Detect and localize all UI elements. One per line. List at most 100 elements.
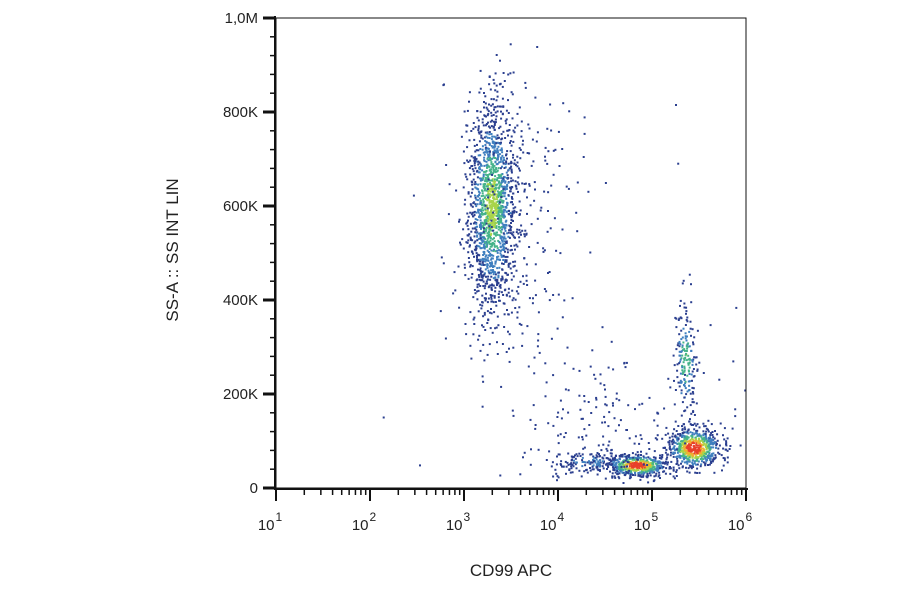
data-point (512, 156, 514, 159)
data-point (482, 275, 485, 277)
data-point (640, 467, 643, 470)
data-point (684, 440, 687, 443)
data-point (589, 365, 592, 368)
data-point (512, 275, 515, 278)
data-point (709, 461, 712, 464)
data-point (481, 148, 484, 151)
data-point (512, 220, 514, 222)
data-point (483, 287, 486, 290)
data-point (676, 439, 679, 442)
data-point (615, 397, 618, 400)
data-point (691, 363, 694, 366)
data-point (494, 273, 497, 276)
data-point (480, 307, 483, 310)
data-point (470, 204, 473, 207)
data-point (501, 277, 504, 280)
data-point (504, 181, 507, 184)
data-point (472, 156, 475, 159)
data-point (682, 449, 685, 452)
data-point (496, 105, 499, 108)
data-point (647, 461, 650, 464)
data-point (637, 474, 640, 477)
data-point (486, 322, 489, 324)
data-point (600, 449, 603, 452)
data-point (658, 460, 661, 463)
data-point (506, 183, 509, 186)
data-point (501, 212, 504, 215)
data-point (483, 272, 486, 275)
data-point (704, 438, 706, 440)
data-point (678, 454, 681, 457)
data-point (544, 155, 546, 158)
data-point (673, 477, 676, 480)
data-point (483, 258, 486, 261)
data-point (467, 257, 470, 259)
data-point (491, 135, 494, 138)
data-point (672, 475, 675, 478)
data-point (484, 329, 487, 331)
data-point (641, 402, 644, 405)
data-point (565, 465, 568, 468)
data-point (484, 241, 486, 244)
data-point (488, 343, 491, 346)
data-point (682, 453, 685, 455)
data-point (636, 451, 639, 454)
data-point (483, 252, 486, 255)
data-point (492, 284, 495, 287)
data-point (668, 439, 671, 442)
data-point (689, 404, 692, 407)
data-point (488, 212, 491, 215)
data-point (490, 194, 493, 197)
data-point (516, 181, 519, 184)
data-point (483, 245, 486, 248)
data-point (613, 460, 616, 463)
data-point (524, 229, 527, 232)
data-point (473, 164, 476, 167)
data-point (691, 431, 694, 434)
data-point (510, 311, 513, 314)
data-point (679, 379, 682, 382)
data-point (496, 267, 499, 270)
data-point (458, 306, 461, 309)
data-point (487, 147, 490, 150)
data-point (511, 117, 514, 120)
data-point (490, 296, 493, 299)
data-point (519, 231, 522, 234)
data-point (682, 434, 685, 437)
data-point (488, 223, 490, 226)
data-point (494, 262, 497, 265)
data-point (650, 464, 653, 467)
data-point (485, 170, 488, 172)
data-point (677, 381, 680, 384)
data-point (675, 430, 678, 432)
data-point (500, 177, 503, 180)
data-point (500, 214, 503, 217)
data-point (523, 235, 526, 238)
data-point (502, 263, 505, 265)
data-point (644, 464, 647, 467)
data-point (476, 283, 479, 286)
data-point (598, 453, 600, 456)
data-point (714, 454, 717, 457)
data-point (709, 458, 711, 461)
data-point (498, 225, 500, 228)
data-point (494, 111, 497, 114)
data-point (691, 370, 694, 373)
data-point (490, 138, 493, 141)
data-point (693, 414, 696, 416)
data-point (708, 438, 710, 441)
data-point (493, 144, 496, 147)
data-point (469, 238, 472, 240)
data-point (502, 159, 505, 162)
data-point (684, 451, 687, 454)
data-point (652, 461, 655, 463)
data-point (481, 206, 484, 209)
data-point (654, 456, 657, 459)
data-point (490, 275, 493, 278)
data-point (624, 459, 627, 462)
data-point (663, 462, 665, 465)
data-point (672, 466, 675, 469)
data-point (686, 462, 689, 465)
data-point (492, 154, 495, 157)
data-point (487, 176, 489, 178)
